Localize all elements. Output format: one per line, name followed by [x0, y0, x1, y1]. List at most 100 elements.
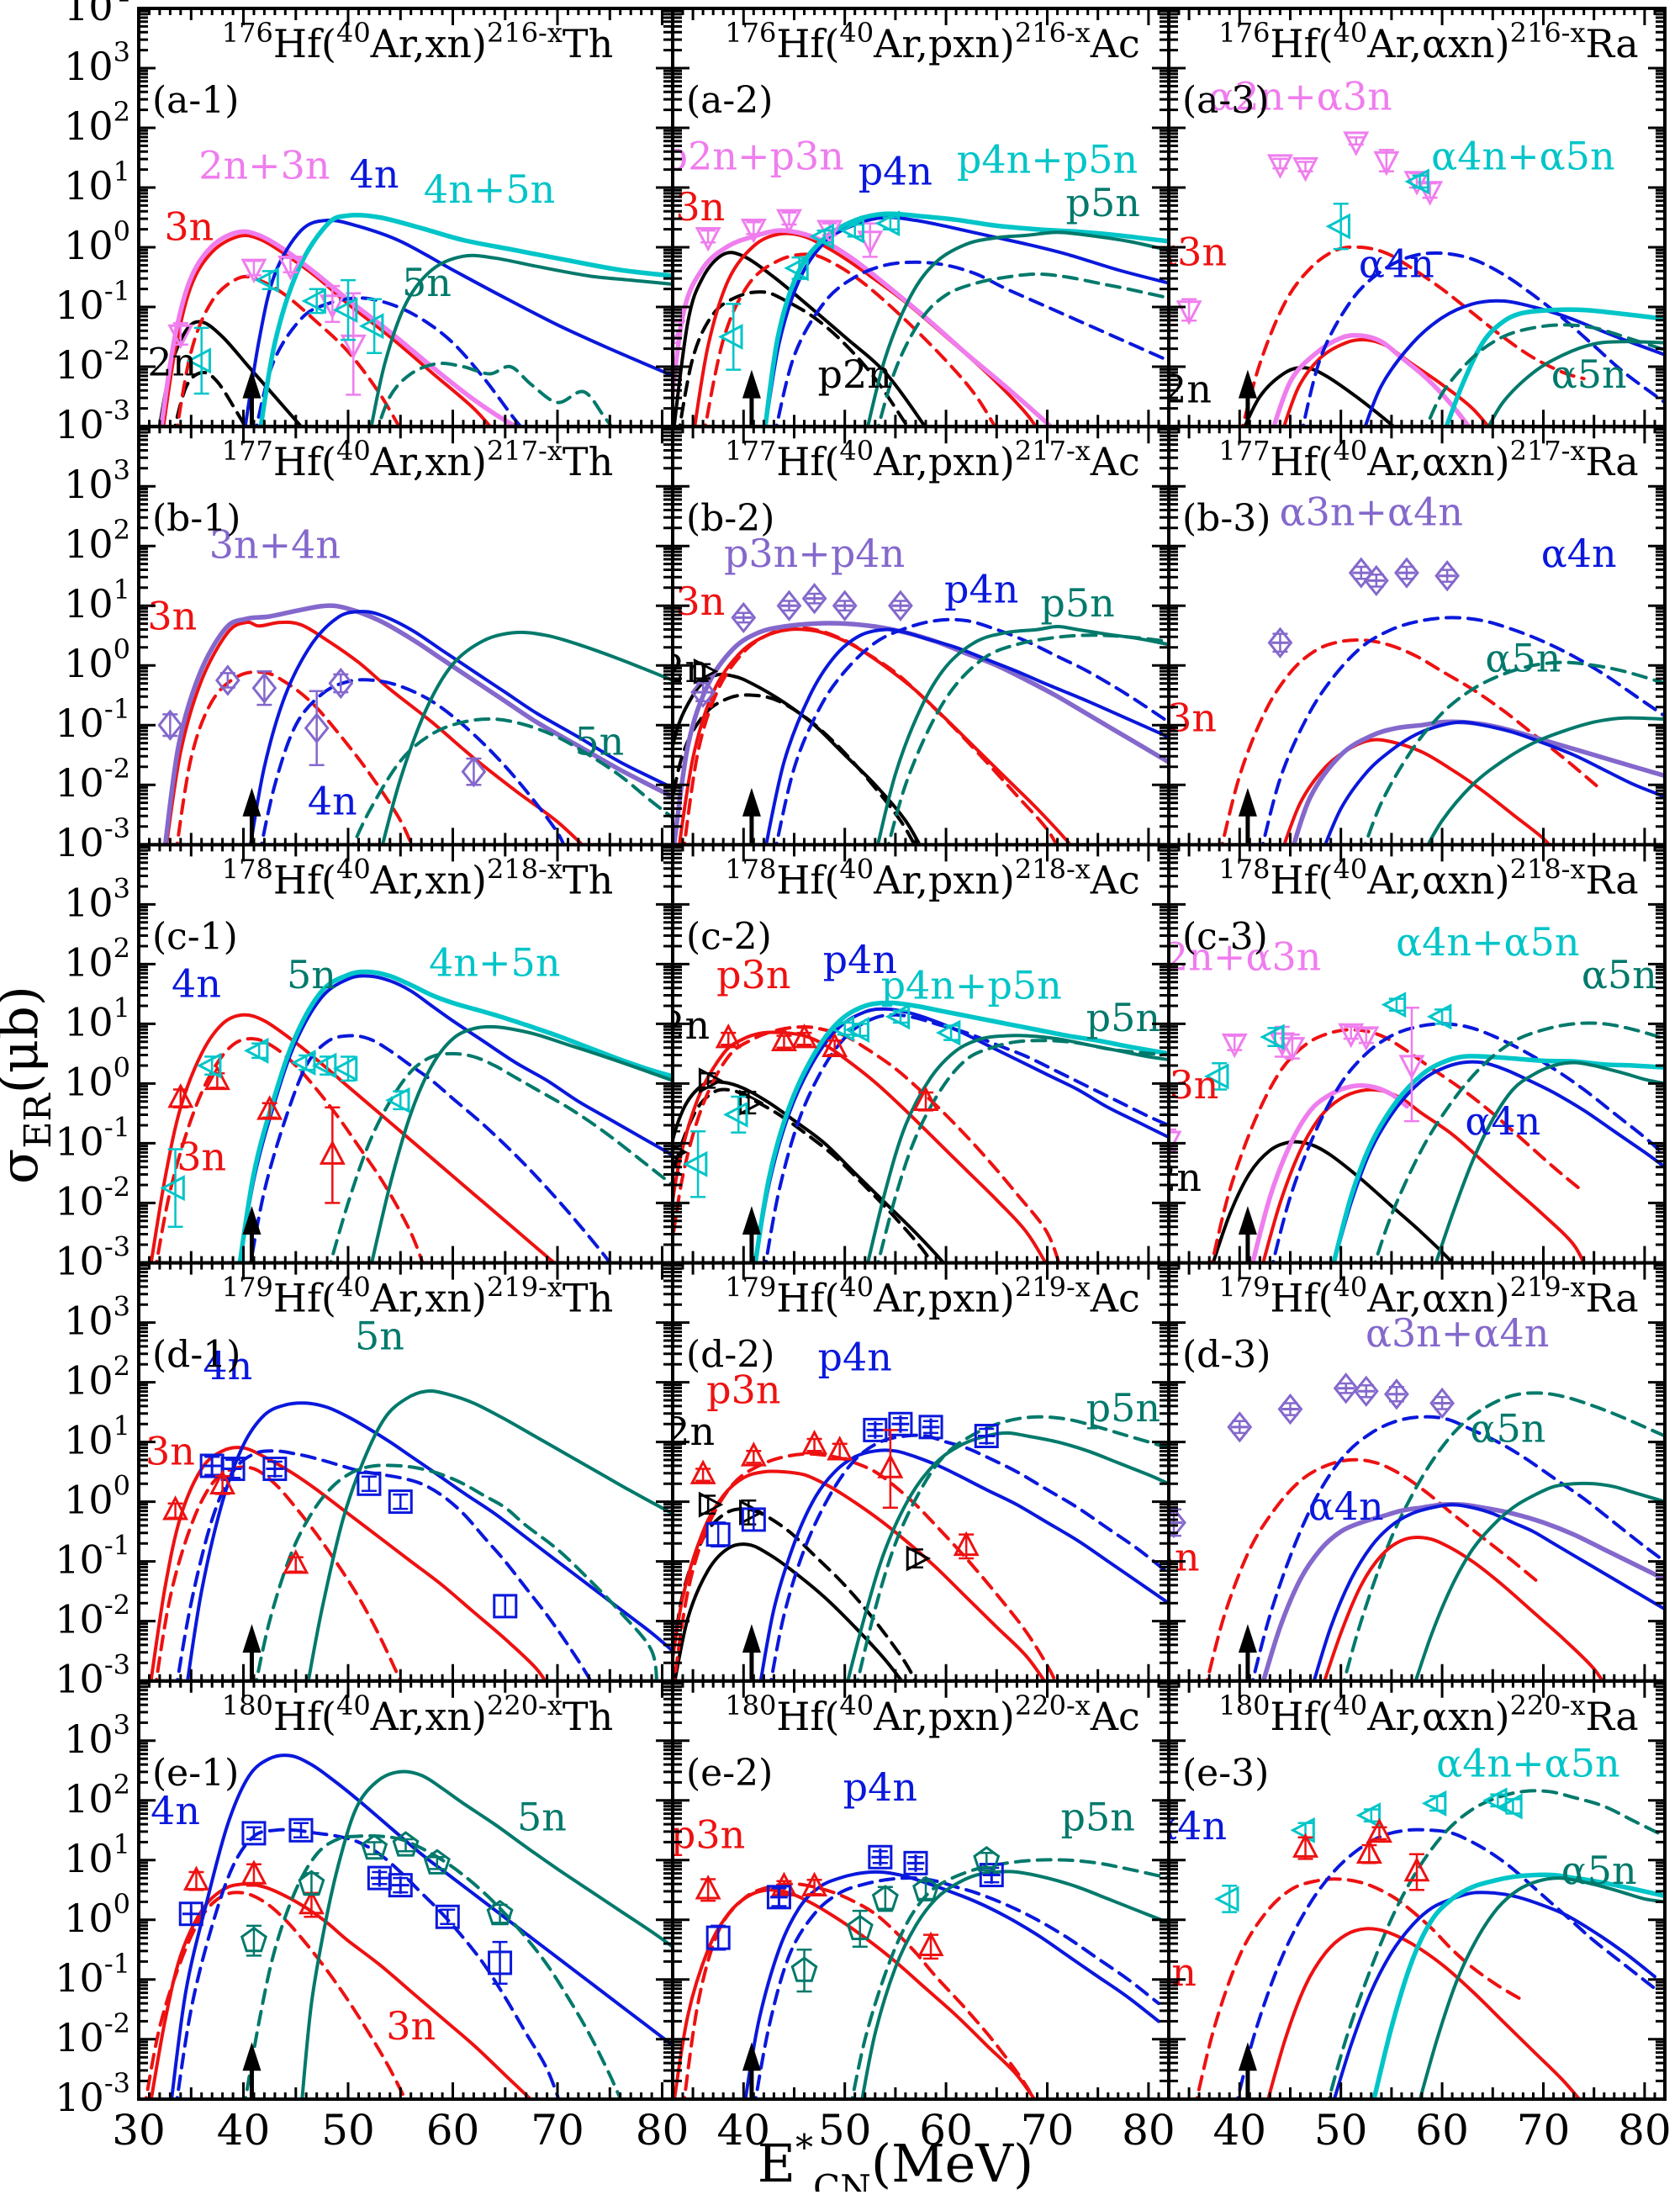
- panel-plot-area-e-2: p4n p3n p5n: [671, 1764, 1167, 2098]
- x-tick-label: 80: [1122, 2106, 1175, 2155]
- y-tick-label: 10-1: [55, 1530, 130, 1583]
- panel-b-2: p3n+p4np3np4np5np2n177Hf(40Ar,pxn)217-xA…: [671, 425, 1170, 847]
- series-p4n-solid: [743, 1870, 1160, 2098]
- series-5n-dashed: [244, 1833, 622, 2098]
- tri-up-marker: [1292, 1833, 1319, 1858]
- series-α5n-solid: [1414, 1481, 1663, 1679]
- panel-tag-a-1: (a-1): [152, 79, 239, 122]
- panel-tag-e-2: (e-2): [686, 1752, 773, 1795]
- series-p4n-solid: [763, 215, 1167, 426]
- pentagon-marker: [240, 1926, 267, 1953]
- panel-a-2: p2n+p3n p4n p4n+p5n p3n p5n p2n 176Hf(40Ar,pxn…: [671, 7, 1170, 429]
- barrier-arrow-head: [242, 2042, 262, 2071]
- series-α5n-dashed: [1342, 1391, 1663, 1679]
- square-marker: [388, 1489, 413, 1515]
- tri-left-marker: [186, 347, 211, 374]
- tri-left-marker: [718, 324, 743, 350]
- tri-left-marker: [682, 1150, 708, 1177]
- tri-left-marker: [1325, 213, 1350, 240]
- barrier-arrow-head: [742, 1624, 761, 1653]
- channel-label-α5n: α5n: [1561, 1848, 1637, 1893]
- series-α4n-dashed: [1236, 1827, 1656, 2098]
- tri-down-marker: [1343, 131, 1370, 156]
- series-α3n-dashed: [1206, 1457, 1540, 1679]
- diamond-marker: [1348, 557, 1374, 589]
- tri-up-marker: [695, 1875, 721, 1900]
- series-p5n-dashed: [877, 272, 1167, 426]
- panel-title-d-2: 179Hf(40Ar,pxn)219-xAc: [725, 1272, 1140, 1321]
- tri-up-marker: [1403, 1856, 1430, 1882]
- diamond-marker: [1363, 564, 1389, 597]
- x-tick-label: 80: [636, 2106, 689, 2155]
- channel-label-α5n: α5n: [1470, 1406, 1545, 1452]
- data-points-tri-left-cyan: [186, 267, 384, 395]
- tri-left-marker: [1482, 1787, 1508, 1814]
- diamond-marker: [1434, 560, 1461, 592]
- series-α4n+α5n-solid: [1331, 1054, 1663, 1261]
- tri-right-marker: [698, 1067, 724, 1094]
- channel-label-4n: 4n: [308, 779, 357, 824]
- series-α4n-solid: [1332, 1060, 1663, 1261]
- tri-down-marker: [277, 256, 304, 281]
- data-points-tri-left-cyan: [682, 1003, 961, 1198]
- data-points-diamond-purple: [1267, 557, 1461, 658]
- data-points-square-blue: [705, 1507, 766, 1548]
- channel-label-p4n: p4n: [818, 1334, 892, 1379]
- square-marker: [918, 1415, 943, 1440]
- series-p4n-solid: [764, 627, 1167, 844]
- tri-right-marker: [739, 1499, 764, 1526]
- panel-c-1: 4n 5n 4n+5n 3n 178Hf(40Ar,xn)218-xTh (c-1): [137, 843, 674, 1265]
- pentagon-marker: [973, 1846, 1001, 1872]
- channel-label-p4n+p5n: p4n+p5n: [957, 136, 1138, 182]
- channel-label-p3n: p3n: [671, 1812, 745, 1858]
- tri-left-marker: [1290, 1817, 1315, 1843]
- channel-label-3n: 3n: [386, 2003, 436, 2049]
- x-tick-label: 70: [1021, 2106, 1075, 2155]
- series-p2n-solid: [674, 1542, 903, 1679]
- series-α3n+α4n-solid: [1261, 1501, 1663, 1679]
- series-p3n-dashed: [674, 1452, 1057, 1679]
- channel-label-3n+4n: 3n+4n: [209, 521, 341, 567]
- panel-title-b-3: 177Hf(40Ar,αxn)217-xRa: [1218, 435, 1638, 484]
- series-5n-dashed: [255, 1463, 658, 1679]
- x-tick-label: 30: [112, 2106, 166, 2155]
- channel-label-2n: 2n: [147, 340, 197, 385]
- tri-down-marker: [1279, 1037, 1306, 1062]
- tri-left-marker: [358, 313, 384, 340]
- tri-up-marker: [770, 1026, 797, 1051]
- channel-label-α2n: α2n: [1136, 367, 1212, 412]
- tri-up-marker: [689, 1459, 716, 1484]
- channel-label-α2n+α3n: α2n+α3n: [1208, 74, 1392, 119]
- tri-left-marker: [1214, 1886, 1239, 1912]
- channel-label-α4n: α4n: [1308, 1484, 1384, 1529]
- series-α2n-solid: [1212, 1140, 1454, 1261]
- panel-plot-area-a-2: p2n+p3n p4n p4n+p5n p3n p5n p2n: [674, 134, 1167, 426]
- series-α4n-solid: [1364, 299, 1663, 426]
- pentagon-marker: [846, 1914, 874, 1940]
- panel-tag-b-3: (b-3): [1182, 497, 1271, 540]
- panel-title-e-3: 180Hf(40Ar,αxn)220-xRa: [1218, 1690, 1638, 1739]
- x-tick-label: 40: [217, 2106, 271, 2155]
- diamond-marker: [690, 676, 716, 708]
- channel-label-5n: 5n: [402, 260, 452, 305]
- channel-label-5n: 5n: [517, 1794, 567, 1839]
- y-tick-label: 10-1: [55, 1111, 130, 1164]
- panel-title-c-3: 178Hf(40Ar,αxn)218-xRa: [1218, 853, 1638, 902]
- data-points-diamond-purple: [157, 664, 487, 788]
- series-4n-dashed: [260, 678, 565, 844]
- channel-label-p4n: p4n: [843, 1764, 917, 1810]
- channel-label-α3n+α4n: α3n+α4n: [1366, 1310, 1549, 1356]
- diamond-marker: [1333, 1373, 1359, 1404]
- channel-label-4n: 4n: [350, 151, 399, 197]
- tri-left-marker: [311, 1052, 337, 1079]
- tri-down-marker: [1353, 1026, 1380, 1051]
- x-tick-label: 50: [1314, 2106, 1368, 2155]
- series-p5n-dashed: [856, 1415, 1167, 1679]
- series-p5n-dashed: [850, 1858, 1167, 2098]
- square-marker: [741, 1507, 766, 1532]
- x-tick-label: 60: [1415, 2106, 1469, 2155]
- panel-a-3: α2n+α3n α4n+α5n α3n α4n α5n α2n 176Hf(40Ar,αxn…: [1136, 7, 1667, 429]
- data-points-square-blue: [766, 1844, 1004, 1910]
- pentagon-marker: [423, 1849, 451, 1875]
